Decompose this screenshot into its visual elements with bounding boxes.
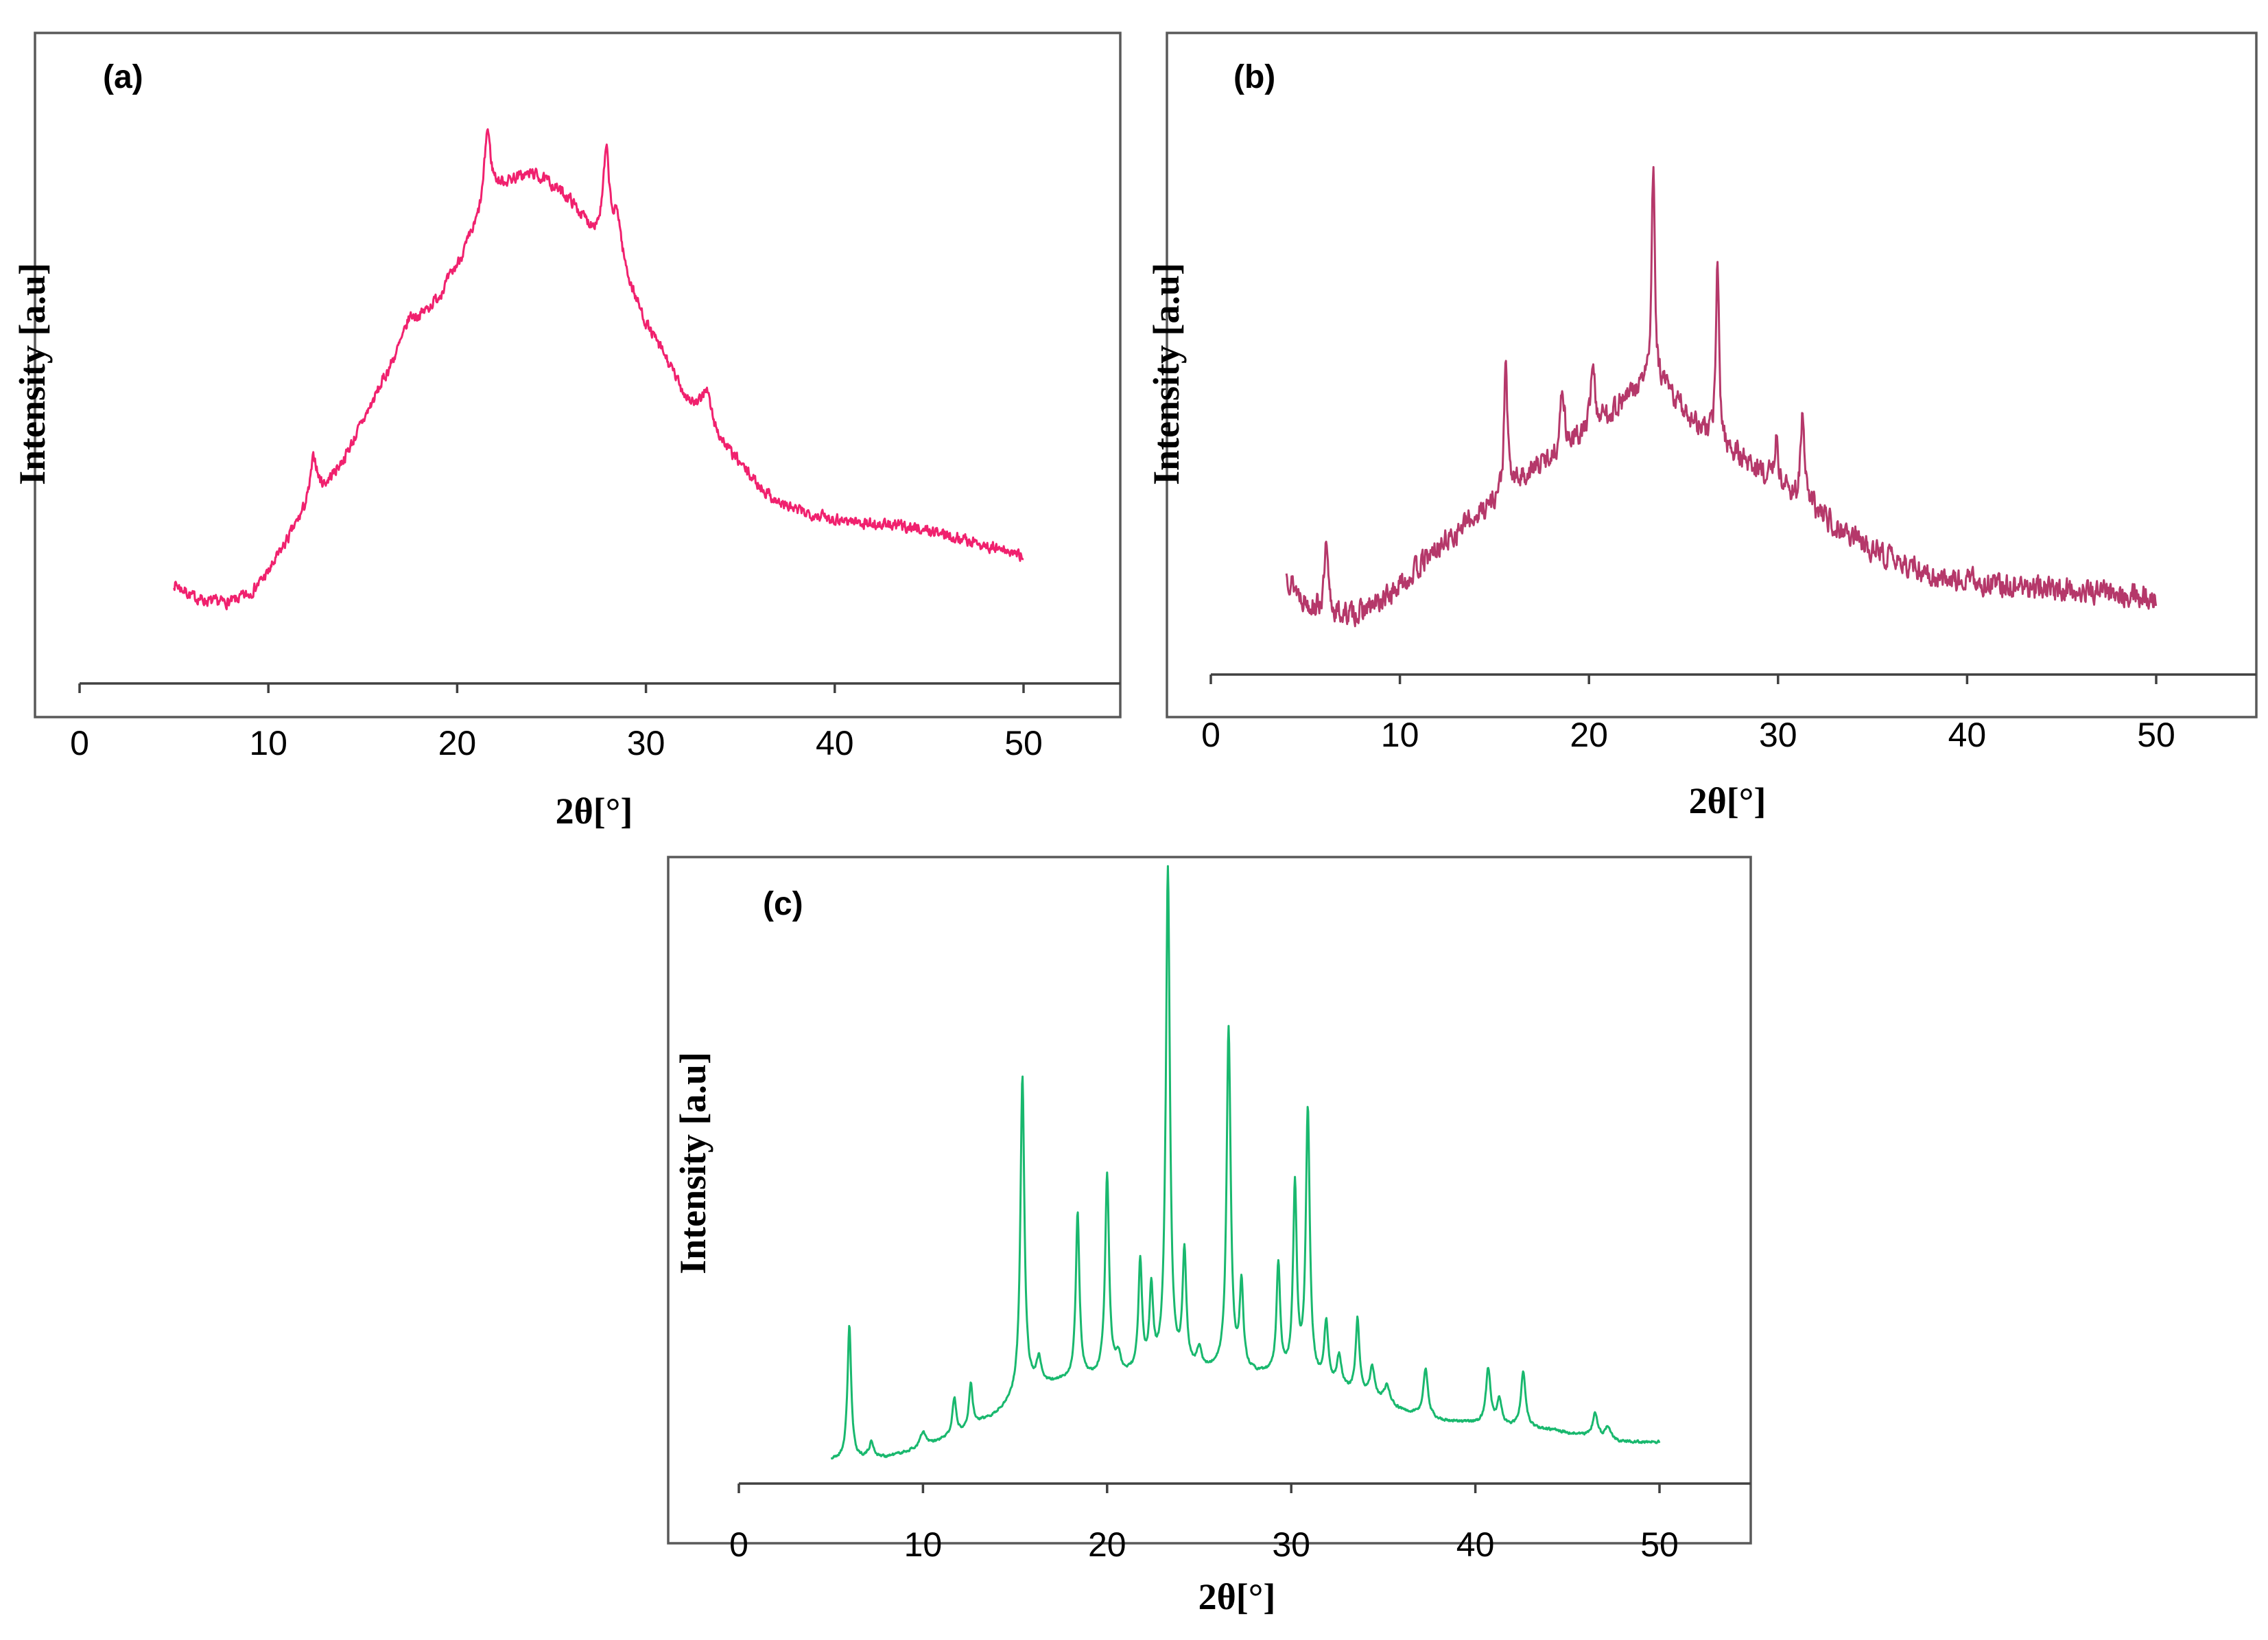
x-axis-label: 2θ[°]: [556, 790, 633, 832]
x-axis-label: 2θ[°]: [1689, 780, 1767, 821]
x-tick-label: 40: [1948, 716, 1987, 754]
x-tick-label: 0: [70, 724, 89, 762]
x-tick-label: 30: [1272, 1525, 1310, 1564]
y-axis-label: Intensity [a.u]: [1146, 263, 1187, 485]
data-series-line-a: [173, 128, 1024, 611]
x-tick-label: 30: [627, 724, 665, 762]
x-tick-label: 20: [1088, 1525, 1126, 1564]
x-tick-label: 40: [1456, 1525, 1495, 1564]
panel-label: (a): [103, 59, 143, 95]
x-tick-label: 0: [1201, 716, 1220, 754]
panel-label: (b): [1233, 59, 1275, 95]
plot-frame: [1166, 32, 2258, 718]
y-axis-label: Intensity [a.u]: [12, 263, 53, 485]
plot-frame: [34, 32, 1122, 718]
x-axis-label: 2θ[°]: [1198, 1576, 1276, 1617]
x-tick-label: 40: [816, 724, 854, 762]
x-tick-label: 30: [1759, 716, 1797, 754]
x-tick-label: 20: [438, 724, 477, 762]
data-series-line-b: [1285, 166, 2158, 628]
x-axis-ticks: 0 10 20 30 40 50: [729, 1484, 1679, 1564]
x-axis-ticks: 0 10 20 30 40 50: [70, 683, 1043, 762]
chart-panel-a: (a) Intensity [a.u] 2θ[°] 0 10 20 30 40 50: [12, 32, 1122, 832]
x-tick-label: 50: [2137, 716, 2175, 754]
data-series-line-c: [830, 865, 1661, 1460]
x-tick-label: 50: [1004, 724, 1043, 762]
x-tick-label: 10: [249, 724, 287, 762]
x-tick-label: 10: [904, 1525, 943, 1564]
x-tick-label: 10: [1381, 716, 1419, 754]
chart-panel-b: (b) Intensity [a.u] 2θ[°] 0 10 20 30 40 50: [1146, 32, 2258, 821]
panel-label: (c): [763, 886, 803, 922]
x-tick-label: 50: [1640, 1525, 1679, 1564]
x-tick-label: 20: [1570, 716, 1608, 754]
x-tick-label: 0: [729, 1525, 748, 1564]
plot-frame: [667, 856, 1752, 1545]
x-axis-ticks: 0 10 20 30 40 50: [1201, 675, 2175, 754]
y-axis-label: Intensity [a.u]: [672, 1052, 713, 1274]
chart-panel-c: (c) Intensity [a.u] 2θ[°] 0 10 20 30 40 50: [667, 856, 1752, 1617]
